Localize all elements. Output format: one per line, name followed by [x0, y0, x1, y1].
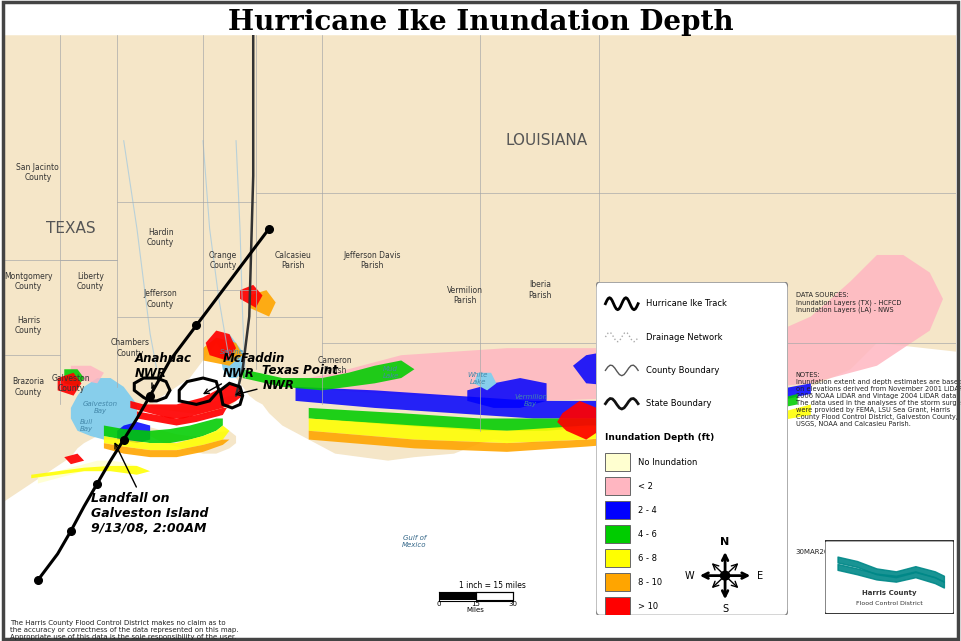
Text: State Boundary: State Boundary [646, 399, 711, 408]
Text: Liberty
County: Liberty County [77, 272, 105, 291]
Text: Drainage Network: Drainage Network [646, 333, 723, 342]
Text: Inundation Depth (ft): Inundation Depth (ft) [605, 433, 715, 442]
Text: The Harris County Flood Control District makes no claim as to
the accuracy or co: The Harris County Flood Control District… [10, 620, 238, 640]
Polygon shape [71, 366, 104, 383]
Text: Iberia
Parish: Iberia Parish [529, 281, 552, 300]
Text: White
Lake: White Lake [468, 372, 488, 385]
Text: N: N [721, 537, 729, 547]
Polygon shape [467, 378, 547, 408]
Text: County Boundary: County Boundary [646, 366, 719, 375]
Text: Chambers
County: Chambers County [111, 338, 150, 358]
Text: Vermilion
Parish: Vermilion Parish [447, 286, 482, 305]
Polygon shape [249, 290, 276, 317]
Text: Cameron
Parish: Cameron Parish [318, 356, 353, 376]
Polygon shape [220, 334, 245, 378]
Polygon shape [71, 378, 136, 440]
Text: Vermilion
Bay: Vermilion Bay [514, 394, 547, 408]
Bar [605, 597, 630, 615]
Polygon shape [37, 461, 136, 483]
Text: DATA SOURCES:
Inundation Layers (TX) - HCFCD
Inundation Layers (LA) - NWS: DATA SOURCES: Inundation Layers (TX) - H… [796, 292, 901, 313]
Bar [605, 501, 630, 519]
Text: 0: 0 [436, 601, 441, 607]
Polygon shape [104, 426, 230, 450]
Text: Harris
County: Harris County [15, 315, 42, 335]
Bar [476, 592, 513, 600]
Polygon shape [308, 404, 811, 443]
Text: 8 - 10: 8 - 10 [638, 578, 662, 587]
Text: NOTES:
Inundation extent and depth estimates are based
on elevations derived fro: NOTES: Inundation extent and depth estim… [796, 372, 961, 427]
Polygon shape [557, 401, 600, 440]
Polygon shape [31, 466, 150, 478]
Text: Harris County: Harris County [862, 590, 917, 596]
Text: S: S [722, 604, 728, 614]
Text: Bull
Bay: Bull Bay [80, 419, 93, 432]
Text: 1 inch = 15 miles: 1 inch = 15 miles [459, 581, 526, 590]
Text: TEXAS: TEXAS [46, 221, 96, 236]
Text: Galveston
Bay: Galveston Bay [83, 401, 117, 415]
Polygon shape [150, 428, 236, 454]
Text: Brazoria
County: Brazoria County [12, 377, 44, 397]
Text: W: W [685, 570, 695, 581]
Polygon shape [474, 373, 496, 390]
Text: Hardin
County: Hardin County [147, 228, 174, 247]
Polygon shape [203, 338, 242, 366]
Text: 30: 30 [508, 601, 517, 607]
Polygon shape [58, 373, 82, 395]
Polygon shape [104, 440, 230, 457]
Text: > 10: > 10 [638, 601, 658, 610]
Text: LOUISIANA: LOUISIANA [505, 133, 587, 148]
Text: Texas Point
NWR: Texas Point NWR [236, 364, 338, 395]
Text: Anahuac
NWR: Anahuac NWR [135, 352, 191, 388]
FancyBboxPatch shape [596, 282, 788, 615]
Bar [439, 592, 476, 600]
Bar [605, 549, 630, 567]
Polygon shape [308, 422, 771, 452]
FancyBboxPatch shape [825, 540, 954, 614]
Polygon shape [295, 383, 811, 419]
Circle shape [721, 571, 729, 580]
Text: Calcasieu
Parish: Calcasieu Parish [275, 251, 311, 270]
Text: Galveston
County: Galveston County [52, 374, 90, 393]
Polygon shape [283, 255, 943, 401]
Polygon shape [64, 454, 84, 464]
Polygon shape [206, 331, 236, 360]
Polygon shape [308, 394, 798, 431]
Polygon shape [136, 408, 227, 426]
Text: Sabine
Lake: Sabine Lake [220, 349, 244, 362]
Bar [605, 572, 630, 592]
Text: Flood Control District: Flood Control District [856, 601, 923, 606]
Polygon shape [117, 422, 150, 443]
Text: Gulf of
Mexico: Gulf of Mexico [403, 535, 427, 548]
Polygon shape [104, 419, 223, 443]
Text: 2 - 4: 2 - 4 [638, 506, 657, 515]
Bar [605, 525, 630, 544]
Text: San Jacinto
County: San Jacinto County [16, 163, 60, 182]
Text: E: E [757, 570, 763, 581]
Bar [605, 477, 630, 495]
Polygon shape [150, 395, 236, 415]
Text: 30MAR2009: 30MAR2009 [796, 549, 838, 554]
Text: Hurricane Ike Track: Hurricane Ike Track [646, 299, 727, 308]
Text: Landfall on
Galveston Island
9/13/08, 2:00AM: Landfall on Galveston Island 9/13/08, 2:… [90, 444, 209, 535]
Text: 6 - 8: 6 - 8 [638, 554, 657, 563]
Polygon shape [242, 360, 414, 390]
Text: Hurricane Ike Inundation Depth: Hurricane Ike Inundation Depth [228, 9, 733, 36]
Bar [605, 453, 630, 471]
Text: Miles: Miles [467, 607, 484, 613]
Text: Montgomery
County: Montgomery County [5, 272, 53, 291]
Polygon shape [573, 348, 653, 387]
Text: Orange
County: Orange County [209, 251, 237, 270]
Text: Jefferson
County: Jefferson County [144, 289, 178, 308]
Text: 15: 15 [471, 601, 480, 607]
Text: 4 - 6: 4 - 6 [638, 529, 657, 538]
Text: Mud
Lake: Mud Lake [382, 366, 399, 379]
Polygon shape [5, 35, 956, 501]
Text: Jefferson Davis
Parish: Jefferson Davis Parish [343, 251, 401, 270]
Text: No Inundation: No Inundation [638, 458, 698, 467]
Polygon shape [64, 369, 84, 387]
Polygon shape [131, 383, 242, 419]
Polygon shape [240, 285, 262, 308]
Text: < 2: < 2 [638, 481, 653, 490]
Text: McFaddin
NWR: McFaddin NWR [204, 352, 285, 394]
